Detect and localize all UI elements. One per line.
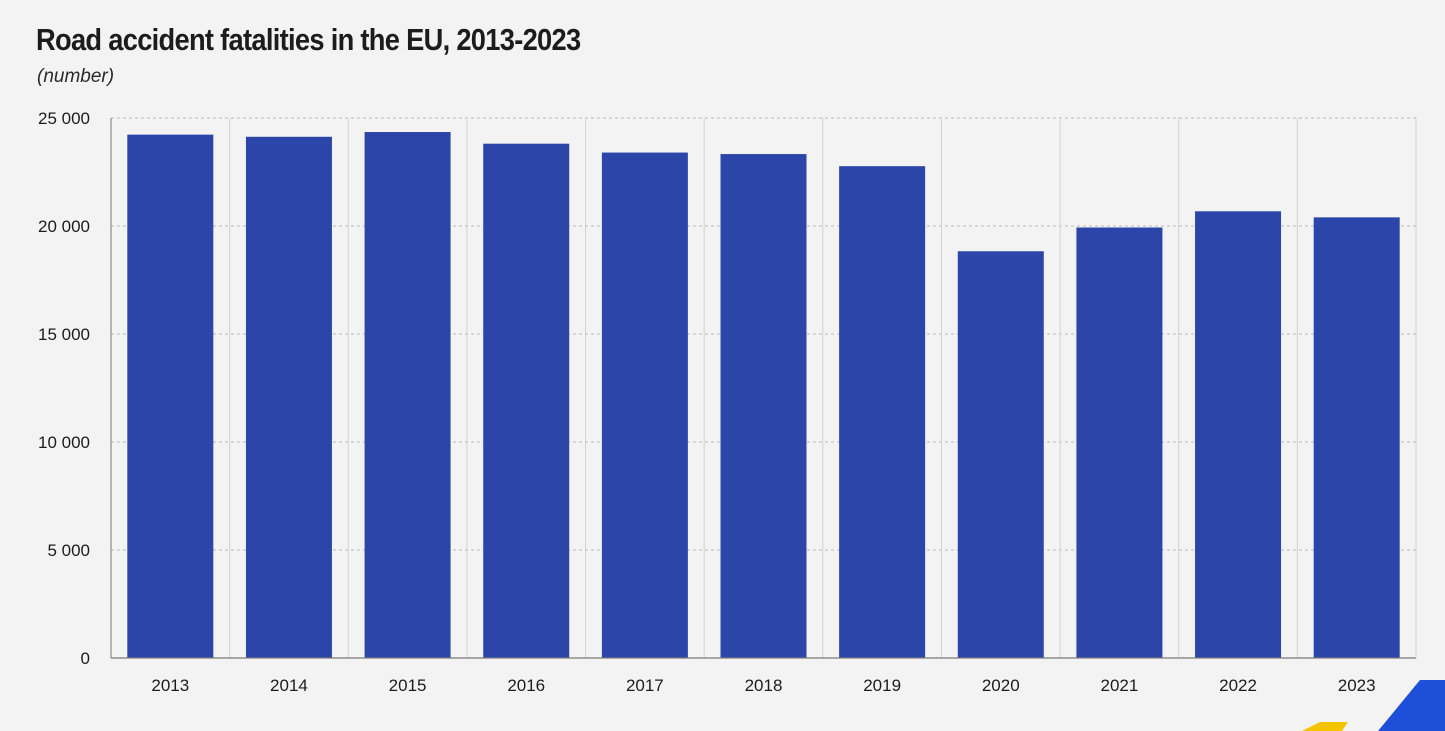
bar-2014: [245, 136, 332, 659]
bar-2013: [127, 134, 214, 658]
x-tick-label: 2019: [863, 676, 901, 695]
axes: [110, 118, 1416, 659]
bars: [127, 132, 1400, 659]
x-tick-label: 2021: [1100, 676, 1138, 695]
chart-title: Road accident fatalities in the EU, 2013…: [36, 22, 581, 57]
bar-2023: [1313, 217, 1400, 659]
x-tick-label: 2014: [270, 676, 308, 695]
x-tick-label: 2015: [389, 676, 427, 695]
tick-labels: 0 5 000 10 000 15 000 20 000 25 000 2013 2014 20…: [38, 109, 1376, 695]
bar-2016: [483, 143, 570, 659]
x-tick-label: 2022: [1219, 676, 1257, 695]
x-tick-label: 2020: [982, 676, 1020, 695]
x-tick-label: 2017: [626, 676, 664, 695]
y-tick-label: 15 000: [38, 325, 90, 344]
y-tick-label: 0: [81, 649, 90, 668]
bar-2018: [720, 154, 807, 658]
x-tick-label: 2016: [507, 676, 545, 695]
y-tick-label: 20 000: [38, 217, 90, 236]
y-tick-label: 10 000: [38, 433, 90, 452]
x-tick-label: 2023: [1338, 676, 1376, 695]
bar-2017: [601, 152, 688, 658]
chart-subtitle: (number): [37, 66, 115, 87]
y-tick-label: 5 000: [47, 541, 90, 560]
bar-2021: [1076, 227, 1163, 658]
y-tick-label: 25 000: [38, 109, 90, 128]
bar-2022: [1195, 211, 1282, 658]
bar-2015: [364, 132, 451, 659]
bar-2019: [839, 166, 926, 658]
bar-2020: [957, 251, 1044, 658]
x-tick-label: 2018: [745, 676, 783, 695]
x-tick-label: 2013: [151, 676, 189, 695]
